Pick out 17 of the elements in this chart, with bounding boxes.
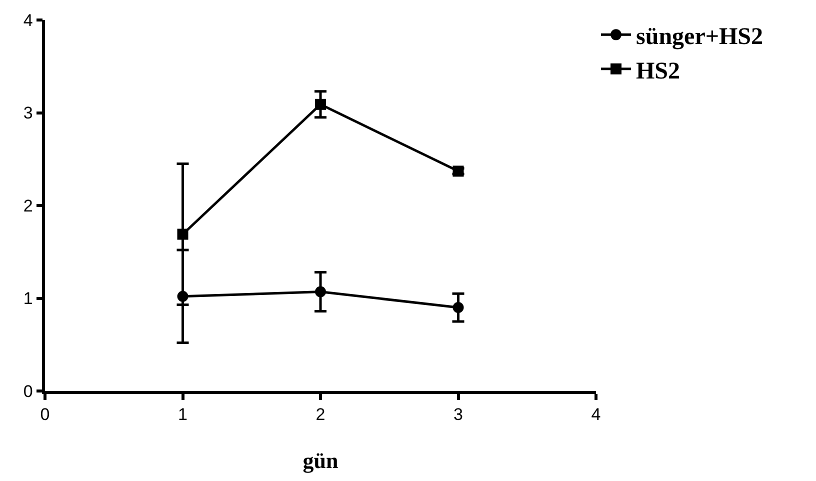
x-axis-title: gün (302, 448, 338, 474)
y-tick-label: 4 (23, 10, 33, 30)
x-tick-label: 3 (454, 405, 463, 424)
legend-label: HS2 (636, 58, 680, 84)
y-tick-label: 3 (23, 104, 33, 123)
point (452, 302, 464, 314)
x-tick-label: 2 (316, 405, 326, 424)
y-tick-label: 1 (23, 289, 33, 308)
y-tick-label: 0 (23, 382, 33, 401)
x-tick-label: 4 (591, 405, 601, 424)
x-tick-label: 1 (178, 405, 188, 424)
x-tick-label: 0 (40, 405, 50, 424)
legend-label: sünger+HS2 (636, 24, 764, 50)
point (315, 286, 326, 298)
y-tick-label: 2 (23, 196, 33, 216)
point (315, 98, 326, 110)
point (177, 228, 188, 240)
